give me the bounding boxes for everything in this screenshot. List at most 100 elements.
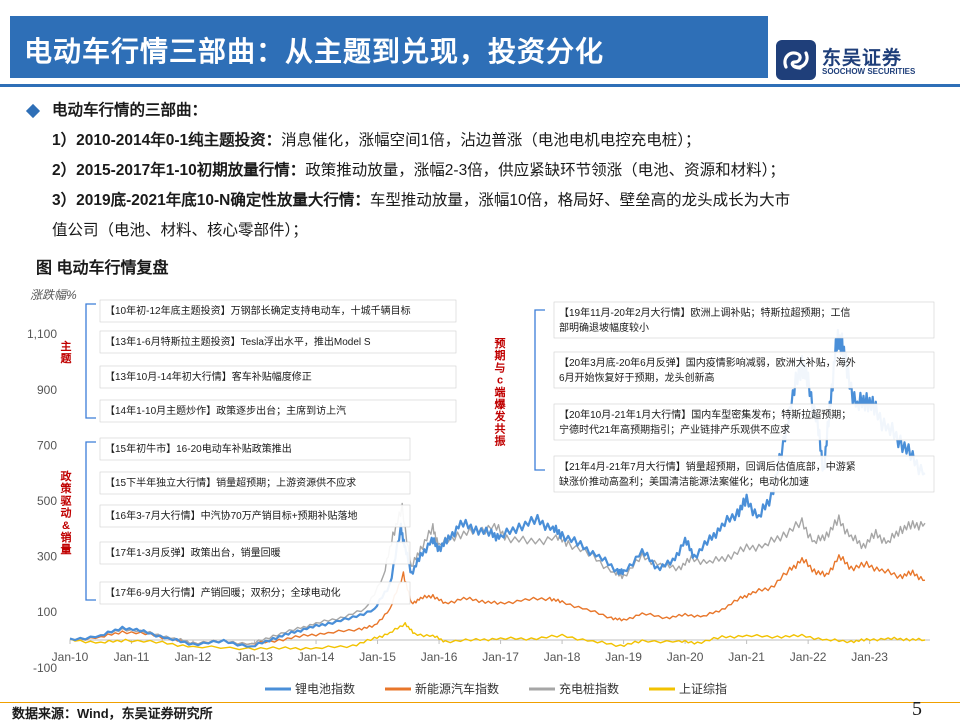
annotation-right-4-box bbox=[553, 455, 935, 493]
x-tick-label: Jan-23 bbox=[851, 650, 888, 664]
y-tick-label: 500 bbox=[37, 494, 57, 508]
annotation-left-2-box bbox=[99, 330, 457, 354]
page-title: 电动车行情三部曲：从主题到兑现，投资分化 bbox=[24, 36, 605, 67]
line-chart: -100 100 300 500 700 900 1,100 Jan-10 Jan-11 Jan-… bbox=[27, 299, 935, 696]
x-tick-label: Jan-20 bbox=[667, 650, 704, 664]
legend-label-0: 锂电池指数 bbox=[295, 681, 355, 696]
annotation-right-2-box bbox=[553, 351, 935, 389]
annotation-left-4-box bbox=[99, 399, 457, 423]
title-bar: 电动车行情三部曲：从主题到兑现，投资分化 bbox=[10, 16, 768, 78]
annotation-right-3-text: 【20年10月-21年1月大行情】国内车型密集发布；特斯拉超预期； bbox=[559, 408, 851, 421]
x-tick-label: Jan-21 bbox=[728, 650, 765, 664]
annotation-right-4-text: 【21年4月-21年7月大行情】销量超预期，回调后估值底部，中游紧 bbox=[559, 460, 856, 473]
theme-group-label: 主 bbox=[61, 339, 72, 353]
page-number: 5 bbox=[912, 698, 922, 720]
series-line-3 bbox=[69, 622, 926, 651]
policy-group-label: 量 bbox=[61, 543, 72, 556]
expect-group-label: 发 bbox=[494, 409, 507, 423]
policy-bracket bbox=[85, 441, 96, 601]
y-tick-label: 300 bbox=[37, 550, 57, 564]
annotation-right-1-box bbox=[553, 301, 935, 339]
bullet-1-bold: 1）2010-2014年0-1纯主题投资： bbox=[52, 132, 282, 149]
x-tick-label: Jan-18 bbox=[544, 650, 581, 664]
legend-label-3: 上证综指 bbox=[679, 681, 727, 696]
policy-group-label: 策 bbox=[60, 481, 73, 495]
logo-cn-text: 东吴证券 bbox=[822, 48, 903, 69]
annotation-left-9-box bbox=[99, 581, 411, 605]
bullet-2-bold: 2）2015-2017年1-10初期放量行情： bbox=[52, 162, 306, 179]
annotation-right-2-text: 【20年3月底-20年6月反弹】国内疫情影响减弱，欧洲大补贴，海外 bbox=[559, 356, 856, 369]
expect-group-label: 预 bbox=[495, 336, 506, 350]
bullet-item-2: 2）2015-2017年1-10初期放量行情：政策推动放量，涨幅2-3倍，供应紧… bbox=[24, 156, 949, 186]
y-tick-label: -100 bbox=[33, 661, 57, 675]
expect-group-label: 与 bbox=[495, 361, 506, 374]
logo-en-text: SOOCHOW SECURITIES bbox=[822, 67, 916, 76]
expect-group-label: 端 bbox=[495, 385, 506, 399]
x-tick-label: Jan-17 bbox=[482, 650, 519, 664]
annotation-left-4-text: 【14年1-10月主题炒作】政策逐步出台；主席到访上汽 bbox=[105, 404, 346, 417]
x-tick-label: Jan-19 bbox=[605, 650, 642, 664]
policy-group-label: 驱 bbox=[61, 494, 72, 507]
annotation-left-6-text: 【15下半年独立大行情】销量超预期；上游资源供不应求 bbox=[105, 476, 356, 489]
annotation-left-8-box bbox=[99, 541, 411, 565]
annotation-right-1-text: 【19年11月-20年2月大行情】欧洲上调补贴；特斯拉超预期；工信 bbox=[559, 306, 851, 319]
annotation-right-1-text: 部明确退坡幅度较小 bbox=[559, 321, 649, 334]
expect-group-label: 振 bbox=[495, 434, 506, 448]
expect-bracket bbox=[534, 309, 545, 471]
policy-group-label: 政 bbox=[61, 469, 73, 483]
company-logo: 东吴证券 SOOCHOW SECURITIES bbox=[776, 40, 956, 80]
annotation-right-2-text: 6月开始恢复好于预期，龙头创新高 bbox=[559, 371, 715, 384]
chart-area: -100 100 300 500 700 900 1,100 Jan-10 Jan-11 Jan-… bbox=[0, 280, 960, 720]
annotation-left-7-text: 【16年3-7月大行情】中汽协70万产销目标+预期补贴落地 bbox=[105, 509, 358, 522]
legend-label-1: 新能源汽车指数 bbox=[415, 681, 499, 696]
diamond-bullet-icon bbox=[25, 103, 41, 119]
annotation-left-1-box bbox=[99, 299, 457, 323]
x-tick-label: Jan-16 bbox=[421, 650, 458, 664]
annotation-left-9-text: 【17年6-9月大行情】产销回暖；双积分；全球电动化 bbox=[105, 586, 341, 599]
header: 电动车行情三部曲：从主题到兑现，投资分化 东吴证券 SOOCHOW SECURI… bbox=[0, 0, 960, 84]
x-tick-label: Jan-11 bbox=[114, 650, 150, 664]
policy-group-label: 销 bbox=[61, 530, 72, 544]
bullet-item-3: 3）2019底-2021年底10-N确定性放量大行情：车型推动放量，涨幅10倍，… bbox=[24, 186, 949, 216]
y-axis-label: 涨跌幅% bbox=[30, 288, 77, 302]
theme-bracket bbox=[85, 303, 96, 419]
bullet-2-text: 政策推动放量，涨幅2-3倍，供应紧缺环节领涨（电池、资源和材料）； bbox=[305, 162, 785, 179]
y-tick-label: 100 bbox=[37, 605, 57, 619]
annotation-right-4-text: 缺涨价推动高盈利；美国清洁能源法案催化；电动化加速 bbox=[559, 475, 809, 488]
logo-mark-icon bbox=[776, 40, 816, 80]
expect-group-label: 期 bbox=[495, 348, 506, 362]
summary-bullets: 电动车行情的三部曲： 1）2010-2014年0-1纯主题投资：消息催化，涨幅空… bbox=[24, 96, 949, 246]
annotation-left-5-box bbox=[99, 437, 411, 461]
annotation-left-2-text: 【13年1-6月特斯拉主题投资】Tesla浮出水平，推出Model S bbox=[105, 335, 371, 348]
figure-title: 图 电动车行情复盘 bbox=[36, 260, 169, 277]
bullet-item-3-continued: 值公司（电池、材料、核心零部件）； bbox=[52, 222, 308, 239]
annotation-left-5-text: 【15年初牛市】16-20电动车补贴政策推出 bbox=[105, 442, 292, 455]
annotation-left-7-box bbox=[99, 504, 411, 528]
annotation-right-3-text: 宁德时代21年高预期指引；产业链排产乐观供不应求 bbox=[559, 423, 790, 436]
y-tick-label: 1,100 bbox=[27, 327, 57, 341]
expect-group-label: 共 bbox=[495, 421, 506, 435]
annotation-left-6-box bbox=[99, 471, 411, 495]
policy-group-label: & bbox=[62, 520, 70, 532]
bullet-heading-text: 电动车行情的三部曲： bbox=[52, 102, 208, 119]
data-source: 数据来源：Wind，东吴证券研究所 bbox=[12, 706, 213, 721]
bullet-3-bold: 3）2019底-2021年底10-N确定性放量大行情： bbox=[52, 192, 370, 209]
legend-label-2: 充电桩指数 bbox=[559, 681, 619, 696]
series-line-2 bbox=[69, 502, 926, 646]
policy-group-label: 动 bbox=[61, 506, 72, 520]
footer-divider bbox=[0, 702, 960, 703]
y-tick-label: 700 bbox=[37, 438, 57, 452]
annotation-left-1-text: 【10年初-12年底主题投资】万钢部长确定支持电动车，十城千辆目标 bbox=[105, 304, 411, 317]
theme-group-label: 题 bbox=[61, 352, 73, 365]
y-tick-label: 900 bbox=[37, 383, 57, 397]
bullet-3-text: 车型推动放量，涨幅10倍，格局好、壁垒高的龙头成长为大市 bbox=[369, 192, 791, 209]
x-tick-label: Jan-12 bbox=[175, 650, 212, 664]
header-divider bbox=[0, 84, 960, 87]
expect-group-label: c bbox=[497, 375, 503, 387]
expect-group-label: 爆 bbox=[495, 397, 507, 411]
annotation-left-3-box bbox=[99, 365, 457, 389]
x-tick-label: Jan-13 bbox=[236, 650, 273, 664]
annotation-left-8-text: 【17年1-3月反弹】政策出台，销量回暖 bbox=[105, 546, 281, 559]
bullet-heading: 电动车行情的三部曲： bbox=[24, 96, 949, 126]
annotation-left-3-text: 【13年10月-14年初大行情】客车补贴幅度修正 bbox=[105, 370, 312, 383]
